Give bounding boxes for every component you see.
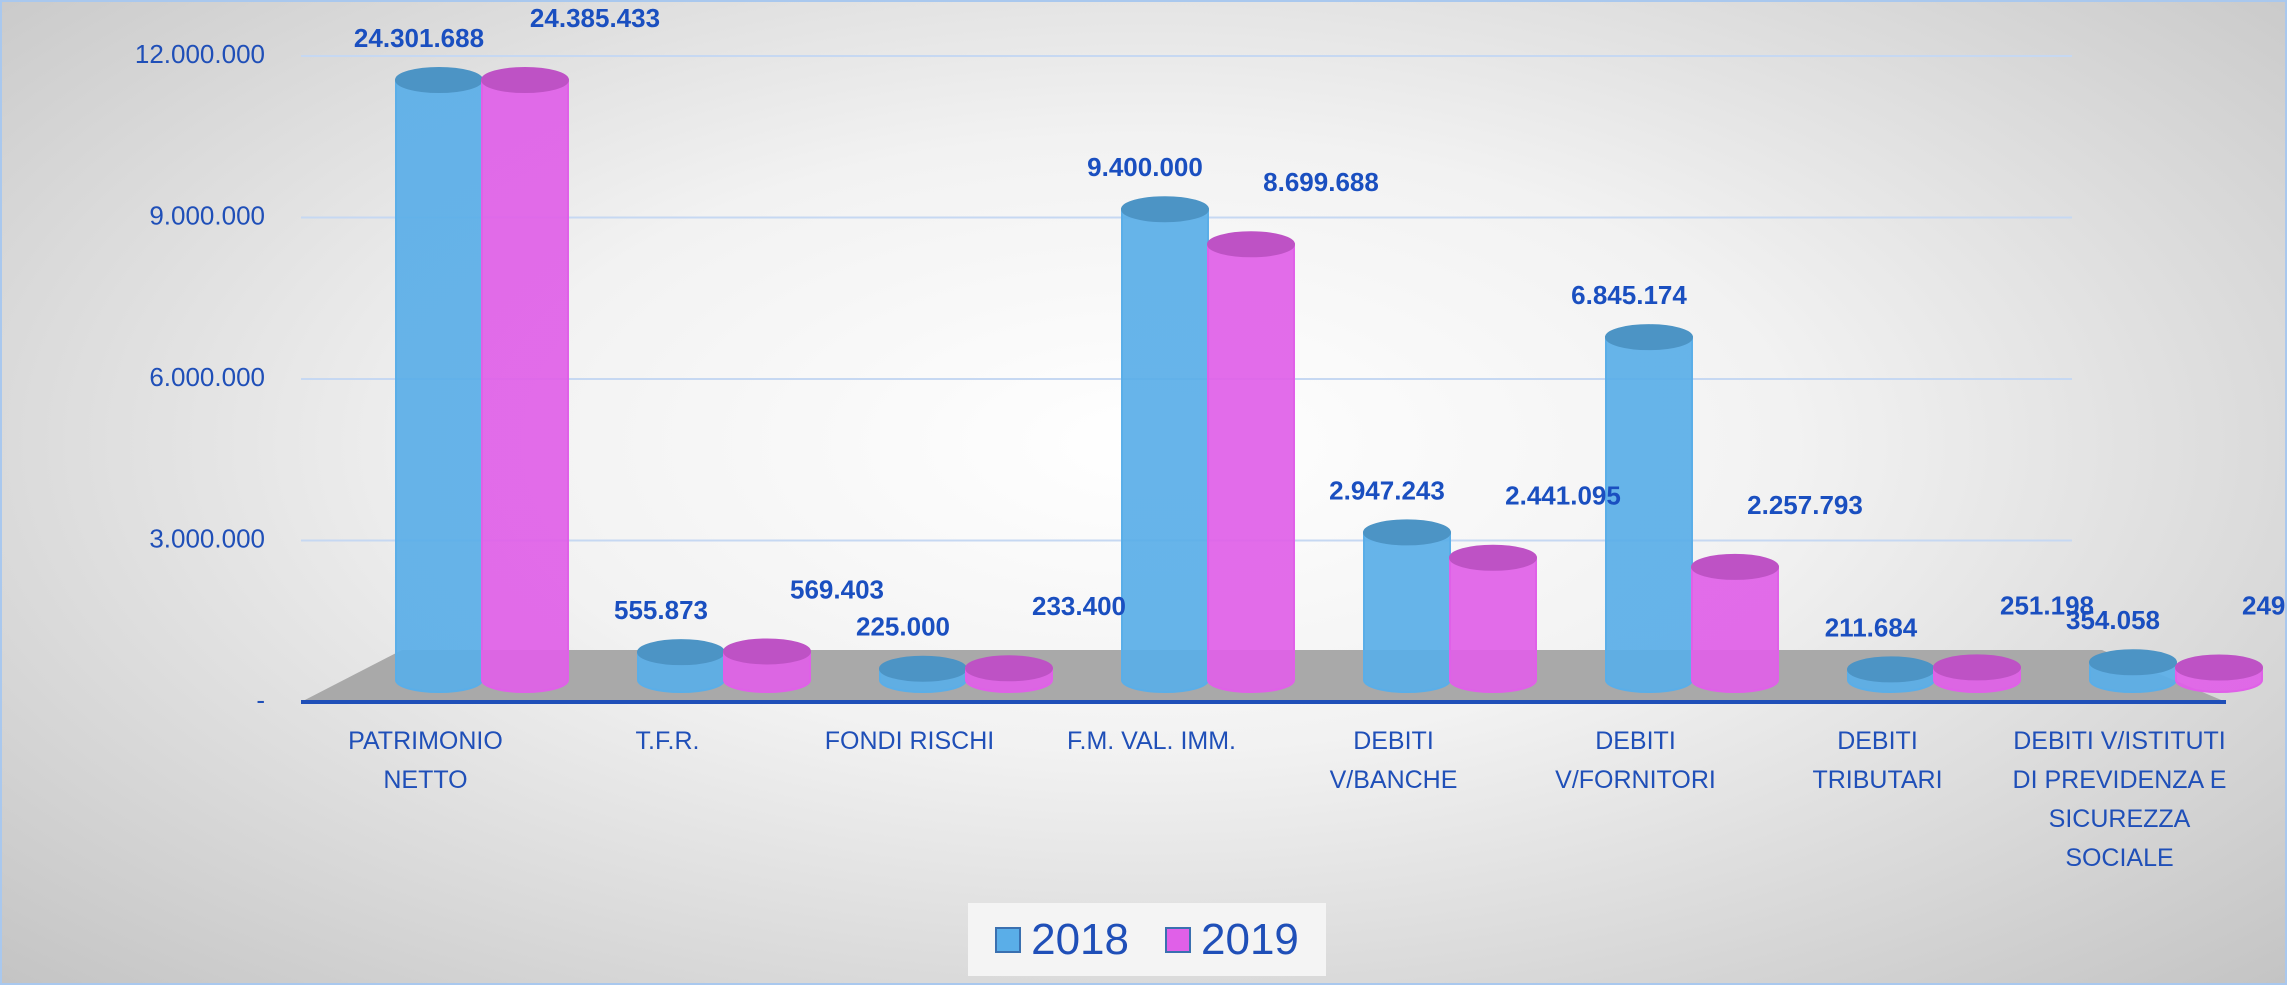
cylinder-body	[395, 79, 483, 693]
bar	[1449, 544, 1537, 693]
value-label: 24.385.433	[530, 3, 660, 33]
legend-swatch	[1165, 926, 1191, 953]
legend-item: 2019	[1165, 915, 1299, 965]
cylinder-top	[1121, 196, 1209, 223]
bar	[879, 655, 967, 693]
cylinder-top	[1207, 231, 1295, 258]
cylinder-body	[1363, 531, 1451, 693]
cylinder-body	[1691, 565, 1779, 693]
cylinder-body	[1605, 336, 1693, 693]
value-label: 9.400.000	[1087, 152, 1203, 182]
cylinder-top	[637, 639, 725, 666]
bar	[1691, 553, 1779, 693]
x-tick-label: DEBITI V/BANCHE	[1329, 727, 1458, 794]
cylinder-body	[1207, 243, 1295, 693]
value-label: 2.947.243	[1329, 475, 1445, 505]
x-tick-label: F.M. VAL. IMM.	[1067, 727, 1236, 755]
bar	[395, 67, 483, 693]
bar	[723, 638, 811, 693]
x-tick-label: DEBITI V/ISTITUTI DI PREVIDENZA E SICURE…	[2012, 727, 2227, 872]
bar	[965, 655, 1053, 693]
value-label: 2.257.793	[1747, 490, 1863, 520]
value-label: 24.301.688	[354, 23, 484, 53]
bar	[637, 639, 725, 693]
x-tick-label: DEBITI TRIBUTARI	[1812, 727, 1943, 794]
cylinder-top	[1363, 519, 1451, 546]
x-tick-label: DEBITI V/FORNITORI	[1555, 727, 1716, 794]
bar	[1847, 656, 1935, 693]
bar	[1605, 324, 1693, 693]
x-tick-label: PATRIMONIO NETTO	[348, 727, 503, 794]
y-tick-label: 6.000.000	[149, 362, 265, 392]
cylinder-top	[965, 655, 1053, 682]
cylinder-top	[1605, 324, 1693, 351]
value-label: 569.403	[790, 574, 884, 604]
value-label: 233.400	[1032, 591, 1126, 621]
bars	[395, 67, 2263, 693]
cylinder-body	[481, 79, 569, 693]
bar	[1933, 654, 2021, 693]
value-label: 555.873	[614, 595, 708, 625]
cylinder-body	[1449, 556, 1537, 693]
bar	[481, 67, 569, 693]
cylinder-top	[1933, 654, 2021, 681]
cylinder-body	[1121, 208, 1209, 693]
x-tick-label: FONDI RISCHI	[824, 727, 995, 755]
y-tick-label: 9.000.000	[149, 200, 265, 230]
value-label: 251.198	[2000, 590, 2094, 620]
value-label: 225.000	[856, 612, 950, 642]
cylinder-top	[2175, 654, 2263, 681]
legend-item: 2018	[995, 915, 1129, 965]
cylinder-top	[879, 655, 967, 682]
legend: 2018 2019	[968, 903, 1326, 976]
legend-label: 2019	[1201, 914, 1299, 964]
cylinder-top	[1691, 553, 1779, 580]
value-label: 2.441.095	[1505, 481, 1621, 511]
cylinder-top	[2089, 649, 2177, 676]
cylinder-top	[1847, 656, 1935, 683]
value-label: 249.242	[2242, 590, 2285, 620]
value-label: 211.684	[1825, 612, 1918, 642]
legend-label: 2018	[1031, 914, 1129, 964]
cylinder-top	[395, 67, 483, 93]
value-label: 8.699.688	[1263, 167, 1379, 197]
bar	[1363, 519, 1451, 693]
cylinder-top	[1449, 544, 1537, 571]
bar	[1121, 196, 1209, 693]
y-tick-label: 12.000.000	[135, 39, 265, 69]
cylinder-top	[481, 67, 569, 93]
bar	[2089, 649, 2177, 693]
value-label: 354.058	[2066, 605, 2160, 635]
y-tick-label: -	[256, 685, 265, 715]
legend-swatch	[995, 926, 1022, 953]
value-label: 6.845.174	[1571, 280, 1687, 310]
cylinder-top	[723, 638, 811, 665]
bar	[2175, 654, 2263, 693]
x-tick-label: T.F.R.	[635, 727, 700, 755]
bar	[1207, 231, 1295, 693]
y-tick-label: 3.000.000	[149, 523, 265, 553]
